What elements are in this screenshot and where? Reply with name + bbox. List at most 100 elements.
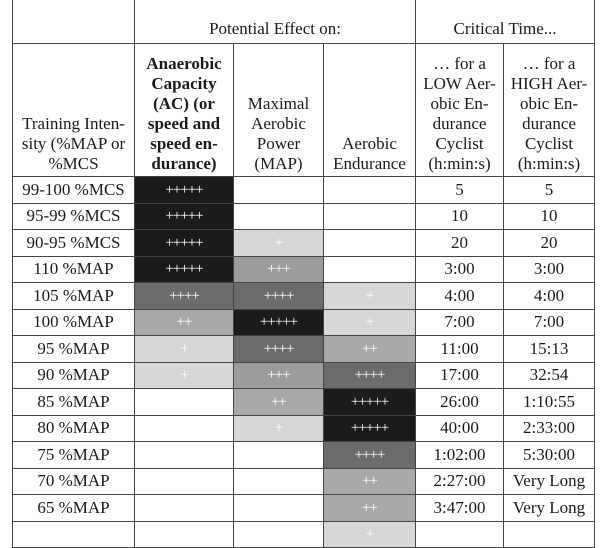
header-training-intensity: Training Inten-sity (%MAP or %MCS — [12, 43, 135, 177]
map-effect-cell: ++++ — [233, 282, 324, 310]
map-effect-cell: + — [233, 229, 324, 257]
high-time-cell — [503, 520, 596, 548]
ae-effect-cell: + — [322, 282, 417, 310]
table-row: 105 %MAP ++++ ++++ +4:00 4:00 — [12, 282, 596, 310]
table-row: 95 %MAP + ++++ ++ 11:00 15:13 — [12, 335, 596, 363]
ac-effect-cell: ++ — [134, 308, 234, 336]
high-time-cell: 4:00 — [503, 282, 596, 310]
ac-effect-cell: + — [134, 361, 234, 389]
ae-effect-cell — [322, 255, 417, 283]
high-time-cell: 5 — [503, 176, 596, 204]
header-anaerobic-capacity: Anaerobic Capacity (AC) (or speed and sp… — [134, 43, 234, 177]
low-time-cell: 20 — [415, 229, 505, 257]
intensity-cell — [12, 520, 135, 548]
header-high-endurance-time: … for a HIGH Aer-obic En-durance Cyclist… — [503, 43, 596, 177]
high-time-cell: 1:10:55 — [503, 388, 596, 416]
table-row: 65 %MAP ++ 3:47:00 Very Long — [12, 494, 596, 522]
map-effect-cell: +++ — [233, 255, 324, 283]
intensity-cell: 100 %MAP — [12, 308, 135, 336]
header-blank — [12, 0, 135, 44]
high-time-cell: 5:30:00 — [503, 441, 596, 469]
ae-effect-cell: ++++ — [322, 441, 417, 469]
map-effect-cell — [233, 467, 324, 495]
ac-effect-cell: +++++ — [134, 176, 234, 204]
intensity-cell: 110 %MAP — [12, 255, 135, 283]
intensity-cell: 90 %MAP — [12, 361, 135, 389]
high-time-cell: 3:00 — [503, 255, 596, 283]
table-row: 70 %MAP ++ 2:27:00 Very Long — [12, 467, 596, 495]
intensity-cell: 80 %MAP — [12, 414, 135, 442]
ac-effect-cell: + — [134, 335, 234, 363]
high-time-cell: 10 — [503, 202, 596, 230]
low-time-cell: 7:00 — [415, 308, 505, 336]
intensity-cell: 99-100 %MCS — [12, 176, 135, 204]
ac-effect-cell: +++++ — [134, 202, 234, 230]
training-intensity-table: Potential Effect on: Critical Time... Tr… — [12, 0, 596, 548]
low-time-cell — [415, 520, 505, 548]
ae-effect-cell: ++ — [322, 467, 417, 495]
intensity-cell: 95 %MAP — [12, 335, 135, 363]
high-time-cell: 7:00 — [503, 308, 596, 336]
low-time-cell: 10 — [415, 202, 505, 230]
map-effect-cell: ++ — [233, 388, 324, 416]
intensity-cell: 85 %MAP — [12, 388, 135, 416]
header-potential-effect: Potential Effect on: — [133, 0, 417, 44]
low-time-cell: 26:00 — [415, 388, 505, 416]
ac-effect-cell: ++++ — [134, 282, 234, 310]
intensity-cell: 65 %MAP — [12, 494, 135, 522]
table-row: 80 %MAP + +++++ 40:00 2:33:00 — [12, 414, 596, 442]
map-effect-cell: +++ — [233, 361, 324, 389]
low-time-cell: 3:00 — [415, 255, 505, 283]
table-row: 100 %MAP ++ +++++ +7:00 7:00 — [12, 308, 596, 336]
low-time-cell: 17:00 — [415, 361, 505, 389]
map-effect-cell: ++++ — [233, 335, 324, 363]
header-critical-time: Critical Time... — [415, 0, 596, 44]
low-time-cell: 1:02:00 — [415, 441, 505, 469]
low-time-cell: 40:00 — [415, 414, 505, 442]
map-effect-cell: + — [233, 414, 324, 442]
ae-effect-cell: ++++ — [322, 361, 417, 389]
header-aerobic-endurance: Aerobic Endurance — [322, 43, 417, 177]
map-effect-cell — [233, 494, 324, 522]
high-time-cell: 20 — [503, 229, 596, 257]
high-time-cell: 15:13 — [503, 335, 596, 363]
table-row: 85 %MAP ++ +++++ 26:00 1:10:55 — [12, 388, 596, 416]
table-row: 99-100 %MCS +++++ 5 5 — [12, 176, 596, 204]
high-time-cell: Very Long — [503, 494, 596, 522]
table-row: 90 %MAP + +++ ++++ 17:00 32:54 — [12, 361, 596, 389]
ae-effect-cell: +++++ — [322, 414, 417, 442]
high-time-cell: 2:33:00 — [503, 414, 596, 442]
map-effect-cell — [233, 176, 324, 204]
ae-effect-cell: ++ — [322, 494, 417, 522]
low-time-cell: 2:27:00 — [415, 467, 505, 495]
ae-effect-cell — [322, 229, 417, 257]
intensity-cell: 75 %MAP — [12, 441, 135, 469]
ac-effect-cell — [134, 441, 234, 469]
table-row: 75 %MAP ++++ 1:02:00 5:30:00 — [12, 441, 596, 469]
ae-effect-cell: ++ — [322, 335, 417, 363]
header-low-endurance-time: … for a LOW Aer-obic En-durance Cyclist … — [415, 43, 505, 177]
ac-effect-cell — [134, 494, 234, 522]
low-time-cell: 5 — [415, 176, 505, 204]
low-time-cell: 11:00 — [415, 335, 505, 363]
ae-effect-cell: + — [322, 308, 417, 336]
ae-effect-cell: + — [322, 520, 417, 548]
map-effect-cell — [233, 202, 324, 230]
intensity-cell: 95-99 %MCS — [12, 202, 135, 230]
map-effect-cell: +++++ — [233, 308, 324, 336]
high-time-cell: Very Long — [503, 467, 596, 495]
intensity-cell: 70 %MAP — [12, 467, 135, 495]
intensity-cell: 90-95 %MCS — [12, 229, 135, 257]
map-effect-cell — [233, 520, 324, 548]
low-time-cell: 3:47:00 — [415, 494, 505, 522]
table-row: 95-99 %MCS +++++ 10 10 — [12, 202, 596, 230]
table-row: 110 %MAP +++++ +++ 3:00 3:00 — [12, 255, 596, 283]
table-row: + — [12, 520, 596, 548]
low-time-cell: 4:00 — [415, 282, 505, 310]
header-maximal-aerobic-power: Maximal Aerobic Power (MAP) — [233, 43, 324, 177]
intensity-cell: 105 %MAP — [12, 282, 135, 310]
ac-effect-cell: +++++ — [134, 229, 234, 257]
map-effect-cell — [233, 441, 324, 469]
ae-effect-cell: +++++ — [322, 388, 417, 416]
high-time-cell: 32:54 — [503, 361, 596, 389]
